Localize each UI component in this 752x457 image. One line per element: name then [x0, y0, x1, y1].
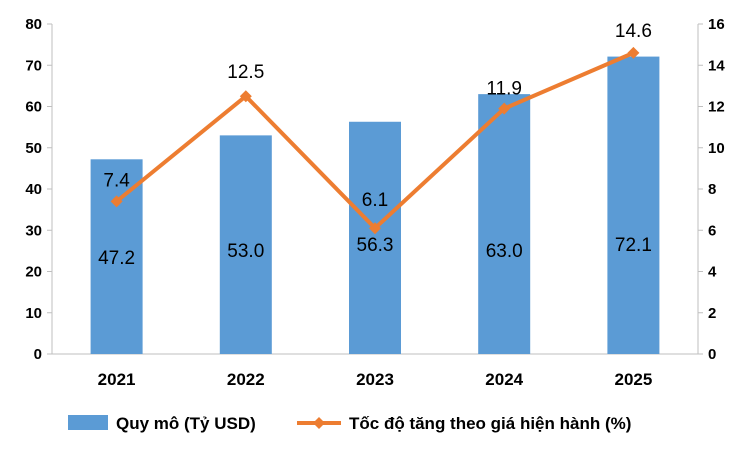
y-left-tick-label: 20 — [25, 264, 42, 281]
legend-label-line: Tốc độ tăng theo giá hiện hành (%) — [349, 414, 631, 433]
x-tick-label: 2022 — [227, 370, 265, 389]
y-left-tick-label: 10 — [25, 305, 42, 322]
axes: 0 10 20 30 40 50 60 70 80 0 2 4 6 8 10 12 14 16 2021 2022 20… — [25, 16, 725, 389]
legend: Quy mô (Tỷ USD) Tốc độ tăng theo giá hiện… — [68, 414, 631, 433]
legend-label-bar: Quy mô (Tỷ USD) — [116, 414, 256, 433]
y-right-tick-label: 14 — [708, 57, 725, 74]
legend-swatch-marker — [313, 417, 325, 429]
y-left-tick-label: 40 — [25, 181, 42, 198]
line-data-label: 6.1 — [362, 190, 388, 211]
line-point — [239, 90, 252, 103]
line-point — [369, 222, 381, 235]
bar — [478, 94, 531, 354]
y-right-tick-label: 6 — [708, 222, 716, 239]
y-left-tick-label: 30 — [25, 222, 42, 239]
bar — [90, 159, 143, 354]
y-left-tick-label: 0 — [34, 346, 42, 363]
bar — [349, 121, 401, 354]
bar-data-label: 72.1 — [615, 235, 652, 256]
line-data-label: 12.5 — [227, 62, 264, 83]
bar — [607, 56, 660, 355]
y-right-tick-label: 0 — [708, 346, 716, 363]
legend-swatch-bar — [68, 415, 108, 430]
line-point — [627, 46, 640, 59]
y-left-tick-label: 50 — [25, 140, 42, 157]
line-point — [110, 195, 123, 208]
data-labels: 47.2 53.0 56.3 63.0 72.1 7.4 12.5 6.1 11.9 14.6 — [98, 21, 652, 269]
bar-data-label: 63.0 — [486, 241, 523, 262]
bar-data-label: 56.3 — [357, 235, 394, 256]
y-right-tick-label: 2 — [708, 305, 716, 322]
y-right-tick-label: 8 — [708, 181, 716, 198]
bar — [219, 135, 272, 354]
y-right-tick-label: 12 — [708, 99, 725, 116]
y-right-tick-label: 16 — [708, 16, 725, 33]
x-tick-label: 2024 — [485, 370, 523, 389]
bars — [90, 56, 660, 355]
x-tick-label: 2023 — [356, 370, 394, 389]
bar-data-label: 53.0 — [227, 241, 264, 262]
line-data-label: 7.4 — [103, 170, 130, 191]
line-data-label: 14.6 — [615, 21, 652, 42]
y-left-tick-label: 70 — [25, 57, 42, 74]
x-tick-label: 2021 — [98, 370, 136, 389]
y-right-tick-label: 4 — [708, 264, 717, 281]
bar-data-label: 47.2 — [98, 248, 135, 269]
line-data-label: 11.9 — [486, 79, 522, 100]
x-tick-label: 2025 — [614, 370, 652, 389]
y-left-tick-label: 60 — [25, 99, 42, 116]
line-point — [498, 102, 511, 115]
y-left-tick-label: 80 — [25, 16, 42, 33]
line-series — [110, 46, 640, 235]
y-right-tick-label: 10 — [708, 140, 725, 157]
